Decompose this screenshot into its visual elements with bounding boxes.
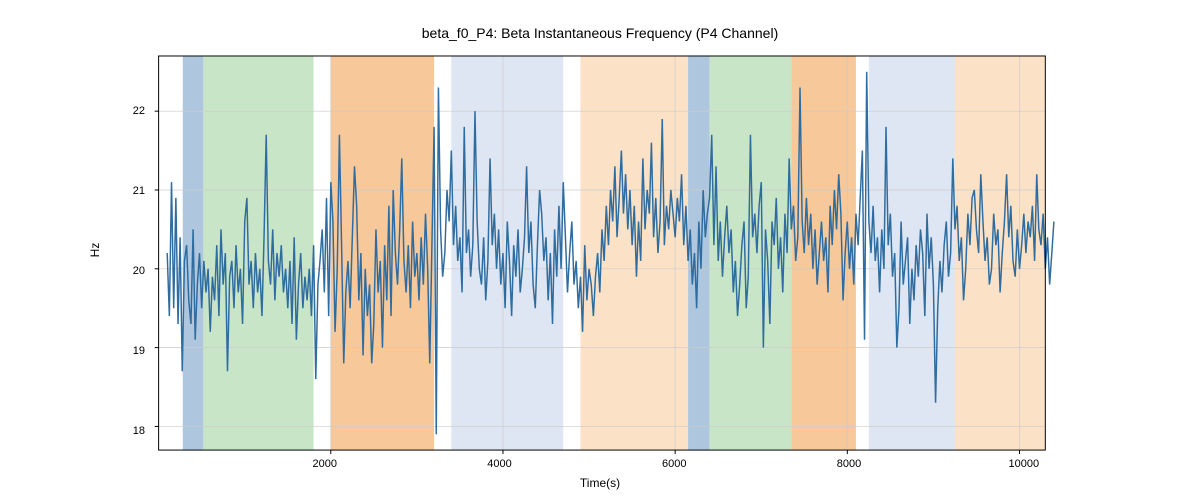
xtick-label: 10000 xyxy=(1008,458,1039,470)
xtick-label: 6000 xyxy=(662,458,686,470)
region-band xyxy=(869,56,955,450)
ytick-label: 21 xyxy=(130,185,145,197)
xtick-label: 2000 xyxy=(313,458,337,470)
ytick-label: 18 xyxy=(130,425,145,437)
xtick-label: 8000 xyxy=(837,458,861,470)
ytick-label: 19 xyxy=(130,345,145,357)
ytick-label: 20 xyxy=(130,265,145,277)
chart-svg xyxy=(150,55,1050,455)
region-band xyxy=(580,56,688,450)
x-axis-label: Time(s) xyxy=(150,476,1050,490)
region-band xyxy=(331,56,434,450)
xtick-label: 4000 xyxy=(487,458,511,470)
region-band xyxy=(955,56,1045,450)
chart-title: beta_f0_P4: Beta Instantaneous Frequency… xyxy=(0,25,1200,41)
chart-plot-area xyxy=(150,55,1050,455)
ytick-label: 22 xyxy=(130,105,145,117)
y-axis-label: Hz xyxy=(88,243,102,258)
